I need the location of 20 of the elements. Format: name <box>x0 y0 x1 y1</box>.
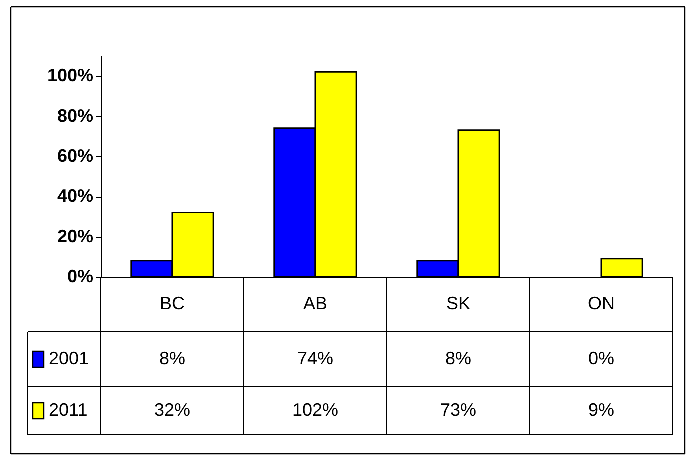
y-tick-label: 80% <box>57 106 94 126</box>
x-tick-label: SK <box>446 294 471 314</box>
x-tick-label: ON <box>588 294 615 314</box>
data-label: 8% <box>159 348 186 368</box>
x-tick-label: BC <box>160 294 186 314</box>
y-tick-label: 100% <box>47 66 94 86</box>
data-label: 0% <box>588 348 615 368</box>
x-tick-label: AB <box>303 294 328 314</box>
y-tick-label: 20% <box>57 226 94 246</box>
data-label: 73% <box>440 400 477 420</box>
data-label: 102% <box>292 400 339 420</box>
data-label: 74% <box>297 348 334 368</box>
y-tick-label: 0% <box>67 266 94 286</box>
legend-label: 2001 <box>49 348 90 368</box>
data-label: 9% <box>588 400 615 420</box>
y-tick-label: 40% <box>57 186 94 206</box>
legend-label: 2011 <box>49 400 88 420</box>
y-tick-label: 60% <box>57 146 94 166</box>
data-label: 32% <box>154 400 191 420</box>
data-label: 8% <box>445 348 472 368</box>
